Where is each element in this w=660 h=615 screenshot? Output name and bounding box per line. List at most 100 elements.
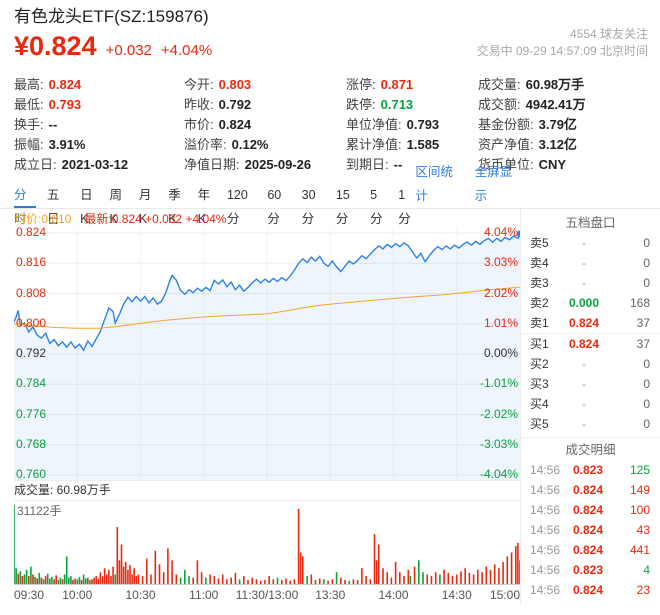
header-meta: 4554 球友关注 交易中 09-29 14:57:09 北京时间 [477,26,648,60]
price-chart-canvas[interactable] [14,228,520,480]
stat-item: 累计净值: 1.585 [346,135,478,155]
time-axis-label: 11:00 [189,588,219,602]
stat-column: 今开: 0.803 昨收: 0.792 市价: 0.824 溢价率: 0.12% 净值日期: 20… [184,75,346,175]
price-axis-label: 0.760 [16,467,47,481]
tab-item[interactable]: 季K [168,188,181,226]
price-axis-label: 0.816 [16,255,47,270]
stat-item: 换手: -- [14,115,184,135]
tab-item[interactable]: 5分 [370,188,383,226]
order-level-label: 买3 [530,377,549,391]
trade-row: 14:56 0.823 125 [521,460,660,480]
order-level-label: 买2 [530,357,549,371]
trade-volume: 125 [629,463,650,477]
order-book: 卖5 - 0 卖4 - 0 卖3 - 0 卖2 0.000 168 卖1 0.824 37 买1 0.824 37… [521,233,660,434]
stat-label: 成交量: [478,77,521,92]
order-price: - [582,276,586,290]
order-book-row: 买3 - 0 [521,374,660,394]
trade-time: 14:56 [530,483,561,497]
trade-time: 14:56 [530,523,561,537]
order-book-row: 卖4 - 0 [521,253,660,273]
tab-item[interactable]: 月K [138,188,152,226]
order-book-row: 买1 0.824 37 [521,334,660,354]
stat-label: 净值日期: [184,157,240,172]
trade-list: 14:56 0.823 125 14:56 0.824 149 14:56 0.824 100 1… [521,460,660,600]
market-status: 交易中 09-29 14:57:09 北京时间 [476,44,648,58]
stat-label: 最高: [14,77,44,92]
trade-row: 14:56 0.824 43 [521,520,660,540]
side-panel: 五档盘口 卖5 - 0 卖4 - 0 卖3 - 0 卖2 0.000 168 卖1 0.824 37 买1 0.… [520,209,660,603]
time-axis: 09:30 10:00 10:30 11:00 11:30/13:00 13:30 14:0… [14,585,520,603]
trade-row: 14:56 0.824 100 [521,500,660,520]
tab-bar-link[interactable]: 区间统计 [415,165,453,203]
order-book-row: 买4 - 0 [521,394,660,414]
price-axis-label: 0.768 [16,436,47,451]
tab-item[interactable]: 60分 [267,188,282,226]
trade-time: 14:56 [530,543,561,557]
stat-label: 基金份额: [478,117,534,132]
stat-item: 单位净值: 0.793 [346,115,478,135]
tab-bar-links: 区间统计 全屏显示 [415,160,520,208]
tab-item[interactable]: 1分 [398,188,411,226]
order-book-row: 卖2 0.000 168 [521,293,660,313]
pct-axis-label: 1.01% [483,315,518,330]
order-price: - [582,417,586,431]
stat-value: CNY [538,157,567,172]
stat-value: 3.12亿 [538,137,577,152]
stat-label: 跌停: [346,97,376,112]
tab-item[interactable]: 五日 [47,188,60,226]
time-axis-label: 13:30 [315,588,346,602]
pct-axis-label: 2.02% [483,285,518,300]
price-chart[interactable]: 0.824 4.04% 0.816 3.03% 0.808 2.02% 0.800 1.01%… [14,226,520,481]
order-price: - [582,357,586,371]
stat-item: 货币单位: CNY [478,155,660,175]
volume-max-label: 31122手 [17,504,62,518]
tab-item[interactable]: 120分 [226,188,248,226]
order-volume: 37 [636,316,650,330]
order-level-label: 买1 [530,337,549,351]
trade-time: 14:56 [530,583,561,597]
tab-item[interactable]: 周K [109,188,122,226]
tab-item[interactable]: 年K [197,188,211,226]
stat-label: 累计净值: [346,137,402,152]
stat-value: 3.91% [48,137,86,152]
stat-value: 2025-09-26 [244,157,312,172]
stat-label: 成交额: [478,97,521,112]
tab-item[interactable]: 30分 [301,188,316,226]
tab-item[interactable]: 分时 [14,183,37,226]
tab-bar-link[interactable]: 全屏显示 [474,165,513,203]
stat-value: 1.585 [406,137,440,152]
time-axis-label: 09:30 [14,588,45,602]
chart-legend: 均价:0.810 最新:0.824 +0.032 +4.04% [14,211,520,228]
period-tab-bar: 分时 五日 日K 周K 月K 季K 年K 120分 60分 30分 15分 5分 1分 区间统计 全屏显示 [0,165,660,226]
order-level-label: 卖1 [530,316,549,330]
volume-chart[interactable]: 31122手 [14,501,520,585]
order-book-row: 卖3 - 0 [521,273,660,293]
stat-item: 最低: 0.793 [14,95,184,115]
volume-chart-canvas[interactable] [14,501,520,584]
stat-label: 货币单位: [478,157,534,172]
stat-label: 昨收: [184,97,214,112]
order-price: 0.000 [568,296,600,310]
price-row: ¥0.824 +0.032 +4.04% [14,31,646,63]
trade-row: 14:56 0.824 23 [521,580,660,600]
order-level-label: 买5 [530,417,549,431]
stat-label: 最低: [14,97,44,112]
tab-list: 分时 五日 日K 周K 月K 季K 年K 120分 60分 30分 15分 5分 1分 [14,183,415,226]
stat-item: 到期日: -- [346,155,478,175]
stat-value: 0.824 [218,117,252,132]
order-book-row: 卖5 - 0 [521,233,660,253]
trade-price: 0.824 [572,483,604,497]
stat-item: 振幅: 3.91% [14,135,184,155]
trade-price: 0.824 [572,523,604,537]
trade-volume: 100 [629,503,650,517]
price-axis-label: 0.784 [16,376,47,391]
order-volume: 37 [636,337,650,351]
stat-column: 涨停: 0.871 跌停: 0.713 单位净值: 0.793 累计净值: 1.585 到期日:… [346,75,478,175]
price-axis-label: 0.776 [16,406,47,421]
order-volume: 0 [643,357,650,371]
tab-item[interactable]: 15分 [335,188,350,226]
time-axis-label: 14:00 [378,588,409,602]
stat-item: 资产净值: 3.12亿 [478,135,660,155]
tab-item[interactable]: 日K [80,188,93,226]
